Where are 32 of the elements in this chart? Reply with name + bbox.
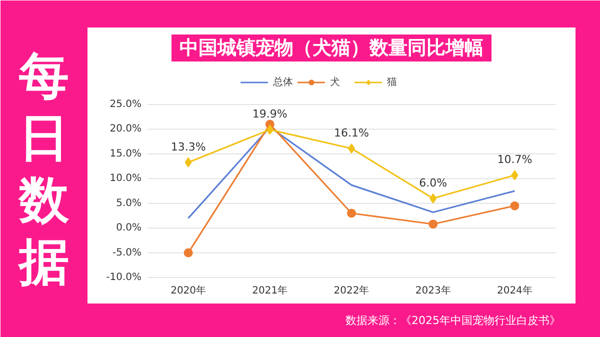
x-tick-label: 2021年: [252, 284, 288, 296]
y-tick-label: -10.0%: [106, 272, 142, 283]
x-tick-label: 2022年: [334, 284, 370, 296]
y-tick-label: -5.0%: [112, 247, 142, 258]
data-label: 10.7%: [497, 153, 532, 166]
point: [430, 193, 437, 204]
legend-label: 猫: [387, 76, 398, 89]
point: [184, 157, 192, 168]
point: [266, 124, 274, 135]
x-tick-label: 2023年: [415, 284, 451, 296]
data-label: 6.0%: [419, 176, 448, 190]
data-label: 13.3%: [170, 140, 206, 154]
y-tick-label: 5.0%: [116, 198, 142, 209]
point: [510, 201, 520, 210]
y-tick-label: 0.0%: [116, 222, 142, 234]
y-tick-label: 20.0%: [110, 124, 142, 135]
y-tick-label: 10.0%: [110, 173, 142, 184]
x-tick-label: 2024年: [496, 284, 532, 296]
legend-label: 犬: [330, 76, 341, 89]
point: [428, 220, 438, 229]
data-label: 19.9%: [252, 108, 288, 121]
source-note: 数据来源：《2025年中国宠物行业白皮书》: [346, 314, 561, 327]
point: [347, 208, 356, 218]
x-tick-label: 2020年: [170, 284, 206, 296]
chart-title: 中国城镇宠物（犬猫）数量同比增幅: [180, 37, 484, 59]
legend-label: 总体: [273, 76, 293, 89]
y-tick-label: 25.0%: [110, 99, 142, 110]
point: [184, 248, 193, 258]
y-tick-label: 15.0%: [110, 148, 142, 160]
text: 每日数据: [17, 47, 70, 291]
point: [511, 170, 518, 180]
data-label: 16.1%: [334, 126, 369, 140]
